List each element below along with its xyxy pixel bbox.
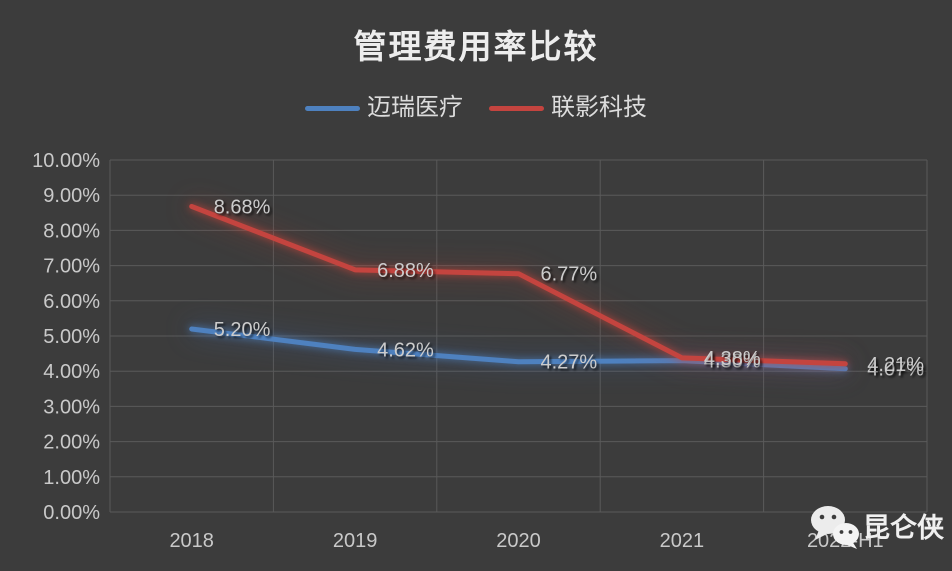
- y-axis-tick-label: 9.00%: [43, 185, 100, 207]
- data-label: 4.30%: [704, 351, 761, 373]
- gridlines: [109, 159, 928, 513]
- y-axis-tick-label: 1.00%: [43, 467, 100, 489]
- legend-item-label: 联影科技: [551, 95, 647, 121]
- series-line-0: [189, 326, 848, 372]
- data-label: 4.38%: [704, 348, 761, 370]
- x-axis-tick-label: 2021: [660, 530, 705, 552]
- x-axis-tick-label: 2018: [169, 530, 214, 552]
- series-data-labels-1: 8.68% 6.88% 6.77% 4.38% 4.21%: [214, 196, 925, 375]
- x-axis-tick-label: 2020: [496, 530, 541, 552]
- series-line-1: [189, 203, 848, 367]
- y-axis-tick-label: 4.00%: [43, 361, 100, 383]
- y-axis-tick-label: 6.00%: [43, 291, 100, 313]
- y-axis-labels: 0.00% 1.00% 2.00% 3.00% 4.00% 5.00% 6.00% 7.00%…: [32, 150, 100, 524]
- series-data-labels-0: 5.20% 4.62% 4.27% 4.30% 4.07%: [214, 319, 925, 381]
- y-axis-tick-label: 8.00%: [43, 220, 100, 242]
- y-axis-tick-label: 5.00%: [43, 326, 100, 348]
- watermark: 昆仑侠: [809, 505, 944, 551]
- data-label: 4.62%: [377, 339, 434, 361]
- y-axis-tick-label: 0.00%: [43, 502, 100, 524]
- y-axis-tick-label: 3.00%: [43, 396, 100, 418]
- data-label: 6.77%: [541, 264, 598, 286]
- data-label: 4.27%: [541, 352, 598, 374]
- legend-line-swatch: [305, 105, 360, 111]
- data-label: 4.07%: [867, 359, 924, 381]
- chart-title: 管理费用率比较: [353, 30, 599, 66]
- chart-legend: 迈瑞医疗 联影科技: [0, 96, 952, 120]
- legend-item-1: 联影科技: [489, 96, 647, 120]
- y-axis-tick-label: 7.00%: [43, 256, 100, 278]
- data-label: 4.21%: [867, 354, 924, 376]
- data-label: 6.88%: [377, 260, 434, 282]
- y-axis-tick-label: 10.00%: [32, 150, 100, 172]
- legend-line-swatch: [489, 105, 544, 111]
- watermark-text: 昆仑侠: [863, 512, 944, 543]
- legend-item-label: 迈瑞医疗: [367, 95, 463, 121]
- data-label: 8.68%: [214, 196, 271, 218]
- wechat-icon: [811, 506, 859, 549]
- legend-item-0: 迈瑞医疗: [305, 96, 463, 120]
- y-axis-tick-label: 2.00%: [43, 432, 100, 454]
- x-axis-labels: 20182019202020212022-H1: [169, 530, 883, 552]
- x-axis-tick-label: 2019: [333, 530, 378, 552]
- data-label: 5.20%: [214, 319, 271, 341]
